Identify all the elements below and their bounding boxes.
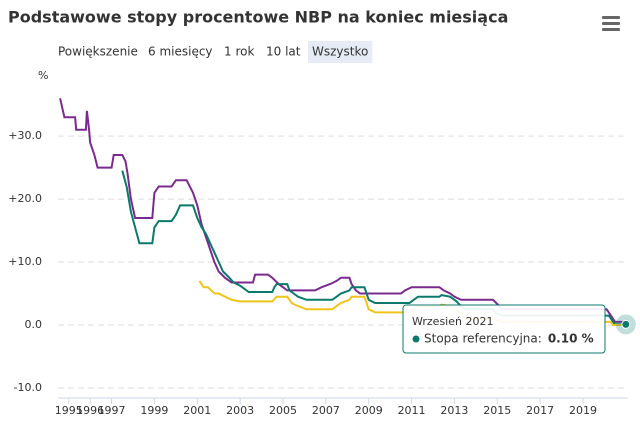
- x-tick-label: 1999: [140, 404, 168, 417]
- x-tick-label: 2003: [226, 404, 254, 417]
- zoom-button[interactable]: Wszystko: [308, 41, 373, 63]
- zoom-button[interactable]: 1 rok: [224, 45, 254, 59]
- x-tick-label: 2013: [440, 404, 468, 417]
- zoom-button-bg[interactable]: [308, 41, 373, 63]
- tooltip-date: Wrzesień 2021: [412, 315, 493, 328]
- x-tick-label: 1995: [55, 404, 83, 417]
- y-axis-label: %: [38, 69, 48, 82]
- x-tick-label: 2005: [269, 404, 297, 417]
- x-tick-label: 1997: [98, 404, 126, 417]
- x-tick-label: 2001: [183, 404, 211, 417]
- x-tick-label: 2007: [312, 404, 340, 417]
- x-tick-label: 2015: [483, 404, 511, 417]
- y-tick-label: 0.0: [25, 318, 43, 331]
- zoom-button[interactable]: 6 miesięcy: [148, 45, 213, 59]
- x-tick-label: 2011: [398, 404, 426, 417]
- tooltip-value: 0.10 %: [548, 332, 594, 346]
- zoom-button-label[interactable]: 10 lat: [266, 45, 301, 59]
- y-tick-label: +20.0: [8, 192, 42, 205]
- x-tick-label: 1996: [76, 404, 104, 417]
- hover-marker: [621, 319, 631, 329]
- menu-button[interactable]: [602, 16, 620, 31]
- y-tick-label: -10.0: [14, 381, 42, 394]
- tooltip: Wrzesień 2021 Stopa referencyjna: 0.10 %: [402, 304, 606, 354]
- chart-title: Podstawowe stopy procentowe NBP na konie…: [8, 8, 508, 27]
- zoom-button-label[interactable]: 6 miesięcy: [148, 45, 213, 59]
- series-line: [59, 98, 626, 323]
- zoom-button-label[interactable]: 1 rok: [224, 45, 254, 59]
- zoom-button[interactable]: 10 lat: [266, 45, 301, 59]
- x-tick-label: 2017: [526, 404, 554, 417]
- series-line: [121, 170, 626, 326]
- tooltip-label: Stopa referencyjna:: [424, 332, 542, 346]
- tooltip-box: [402, 304, 606, 354]
- zoom-button-label[interactable]: Wszystko: [312, 45, 368, 59]
- y-tick-label: +10.0: [8, 255, 42, 268]
- tooltip-dot: [412, 335, 420, 343]
- x-tick-label: 2009: [355, 404, 383, 417]
- y-tick-label: +30.0: [8, 129, 42, 142]
- zoom-label: Powiększenie: [58, 45, 138, 59]
- x-tick-label: 2019: [569, 404, 597, 417]
